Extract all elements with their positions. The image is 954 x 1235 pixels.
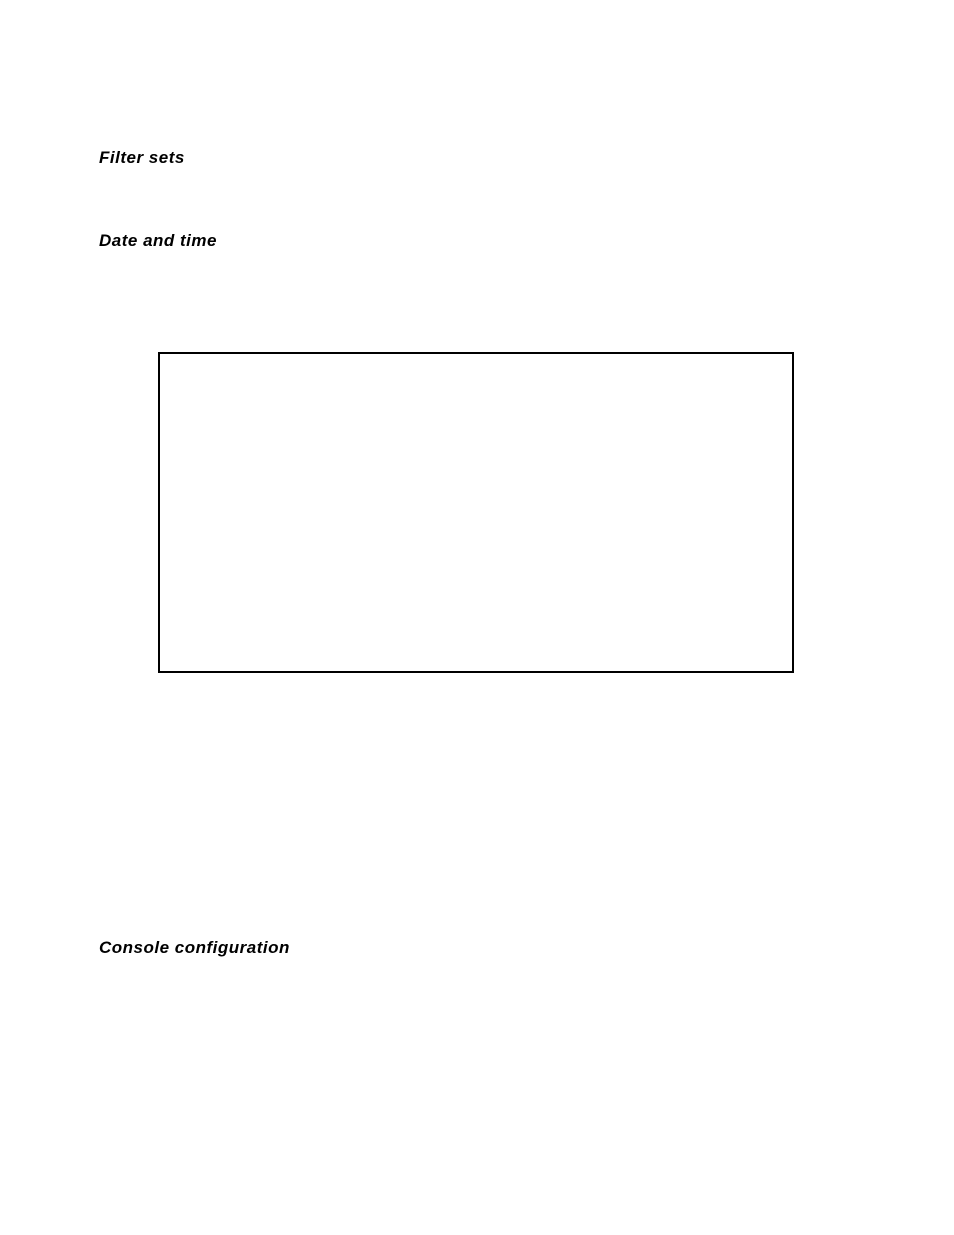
content-box xyxy=(158,352,794,673)
heading-filter-sets: Filter sets xyxy=(99,148,185,168)
heading-console-configuration: Console configuration xyxy=(99,938,290,958)
heading-date-and-time: Date and time xyxy=(99,231,217,251)
